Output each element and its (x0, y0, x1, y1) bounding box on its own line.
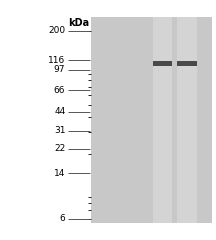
Text: 66: 66 (54, 86, 65, 95)
Text: 200: 200 (48, 26, 65, 35)
Bar (153, 17, 172, 223)
Text: 44: 44 (54, 107, 65, 116)
Text: 116: 116 (48, 55, 65, 65)
Bar (153, 61, 172, 66)
Bar (177, 17, 197, 223)
Text: kDa: kDa (68, 18, 89, 28)
Text: 31: 31 (54, 126, 65, 135)
Bar (177, 61, 197, 66)
Text: 14: 14 (54, 169, 65, 178)
Text: 22: 22 (54, 144, 65, 154)
Text: 6: 6 (60, 214, 65, 223)
Text: 97: 97 (54, 65, 65, 74)
